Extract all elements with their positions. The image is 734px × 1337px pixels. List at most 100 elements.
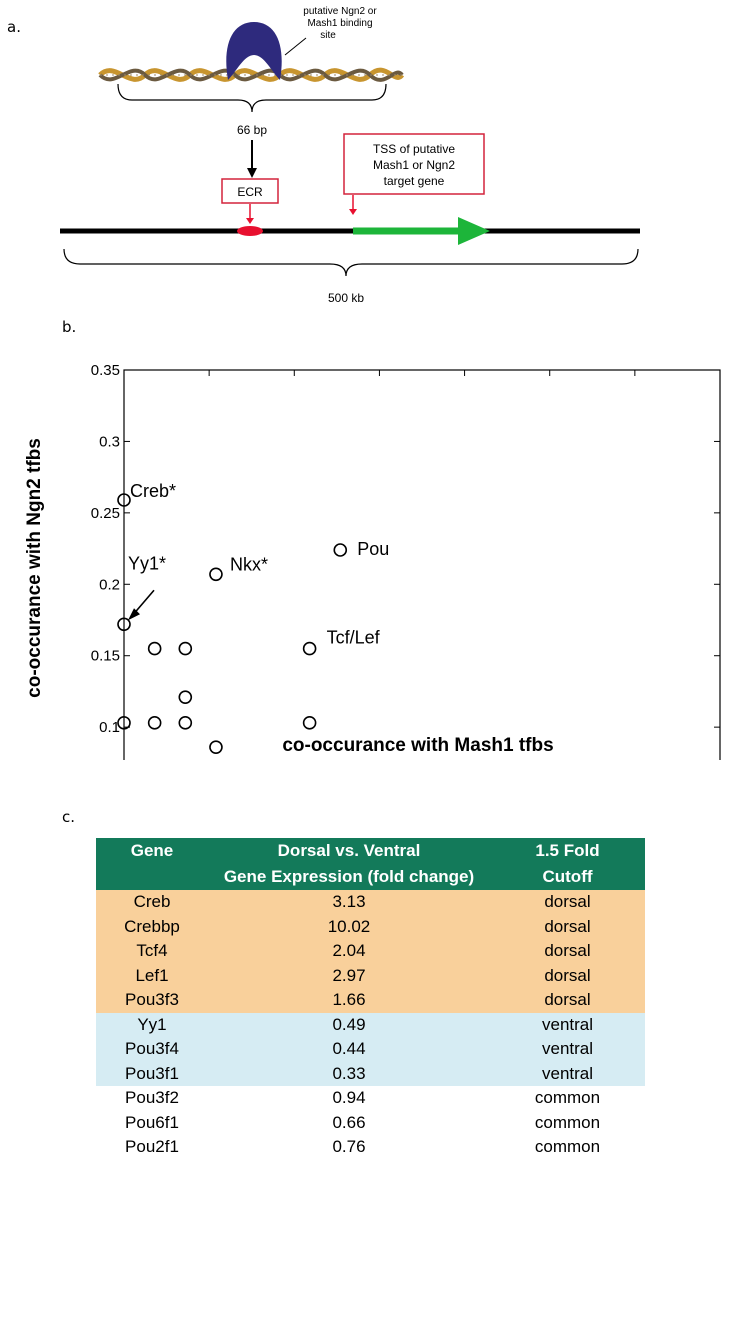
point-labels: Creb* Pou Nkx* Yy1* Tcf/Lef (128, 481, 389, 648)
tss-box (343, 133, 485, 195)
x-axis-ticks: 00.050.10.150.20.250.30.35 (123, 370, 721, 376)
table-row: Pou2f1 0.76 common (96, 1135, 645, 1160)
table-row: Tcf4 2.04 dorsal (96, 939, 645, 964)
ecr-region (237, 226, 263, 236)
svg-text:target gene: target gene (384, 174, 445, 188)
cutoff-cell: ventral (490, 1012, 645, 1037)
svg-text:site: site (320, 30, 336, 41)
cutoff-cell: ventral (490, 1037, 645, 1062)
y-tick-label: 0.35 (91, 362, 120, 379)
fold-change-cell: 0.76 (208, 1135, 490, 1160)
cutoff-cell: dorsal (490, 988, 645, 1013)
tss-label: TSS of putative Mash1 or Ngn2 target gen… (373, 142, 455, 188)
data-point (117, 617, 131, 632)
table-row: Creb 3.13 dorsal (96, 890, 645, 915)
y-axis-label: co-occurance with Ngn2 tfbs (24, 438, 45, 698)
header-gene: Gene (96, 838, 208, 890)
gene-cell: Tcf4 (96, 939, 208, 964)
fold-change-cell: 0.49 (208, 1012, 490, 1037)
gene-cell: Lef1 (96, 963, 208, 988)
cutoff-cell: ventral (490, 1061, 645, 1086)
binding-site-pointer (284, 37, 307, 56)
data-point (302, 716, 317, 730)
fold-change-cell: 0.94 (208, 1086, 490, 1111)
panel-label-b: b. (62, 318, 77, 336)
brace-500kb (63, 248, 639, 277)
fold-change-cell: 0.44 (208, 1037, 490, 1062)
binding-site-label: putative Ngn2 or Mash1 binding site (303, 6, 377, 41)
fold-change-cell: 10.02 (208, 914, 490, 939)
yy1-arrow (128, 589, 155, 621)
data-point (178, 716, 193, 730)
data-point (209, 567, 223, 582)
data-point (117, 493, 131, 507)
header-cutoff: 1.5 Fold Cutoff (490, 838, 645, 890)
data-point (209, 740, 223, 754)
y-tick-label: 0.3 (99, 433, 120, 450)
point-label: Tcf/Lef (327, 628, 381, 648)
data-point (333, 543, 348, 557)
ecr-box (221, 178, 279, 204)
fold-change-cell: 3.13 (208, 890, 490, 915)
table-row: Lef1 2.97 dorsal (96, 963, 645, 988)
span-66bp-label: 66 bp (237, 123, 267, 137)
fold-change-cell: 1.66 (208, 988, 490, 1013)
scatter-chart: 00.050.10.150.20.250.30.35 00.050.10.150… (24, 362, 721, 760)
table-row: Pou3f3 1.66 dorsal (96, 988, 645, 1013)
x-axis-label: co-occurance with Mash1 tfbs (282, 735, 553, 756)
y-tick-label: 0.1 (99, 719, 120, 736)
svg-text:Mash1 binding: Mash1 binding (307, 18, 372, 29)
cutoff-cell: common (490, 1110, 645, 1135)
data-point (117, 716, 131, 730)
fold-change-cell: 0.33 (208, 1061, 490, 1086)
data-point (147, 641, 162, 656)
span-500kb-label: 500 kb (328, 291, 364, 305)
gene-cell: Pou2f1 (96, 1135, 208, 1160)
gene-cell: Crebbp (96, 914, 208, 939)
data-point (147, 716, 162, 730)
point-label: Nkx* (230, 554, 268, 574)
table-row: Crebbp 10.02 dorsal (96, 914, 645, 939)
gene-arrow-icon (458, 217, 490, 245)
table-row: Pou6f1 0.66 common (96, 1110, 645, 1135)
fold-change-cell: 2.97 (208, 963, 490, 988)
data-points (117, 493, 348, 754)
gene-cell: Pou3f4 (96, 1037, 208, 1062)
cutoff-cell: common (490, 1086, 645, 1111)
brace-66bp (117, 83, 387, 113)
expression-table: Gene Dorsal vs. Ventral Gene Expression … (96, 838, 645, 1160)
point-label: Yy1* (128, 553, 166, 573)
data-point (178, 690, 193, 704)
ecr-schematic: putative Ngn2 or Mash1 binding site 66 b… (60, 6, 640, 305)
y-tick-label: 0.15 (91, 648, 120, 665)
table-row: Pou3f4 0.44 ventral (96, 1037, 645, 1062)
point-label: Creb* (130, 481, 176, 501)
cutoff-cell: dorsal (490, 963, 645, 988)
gene-cell: Pou3f1 (96, 1061, 208, 1086)
table-row: Pou3f1 0.33 ventral (96, 1061, 645, 1086)
header-fold-change: Dorsal vs. Ventral Gene Expression (fold… (208, 838, 490, 890)
svg-text:Mash1 or Ngn2: Mash1 or Ngn2 (373, 158, 455, 172)
data-point (302, 641, 317, 656)
cutoff-cell: dorsal (490, 890, 645, 915)
gene-cell: Pou3f3 (96, 988, 208, 1013)
y-tick-label: 0.25 (91, 505, 120, 522)
gene-cell: Yy1 (96, 1012, 208, 1037)
ecr-label: ECR (237, 185, 263, 199)
svg-text:putative Ngn2 or: putative Ngn2 or (303, 6, 377, 17)
dna-helix-icon (98, 67, 405, 82)
y-axis-ticks: 00.050.10.150.20.250.30.35 (91, 362, 720, 736)
cutoff-cell: dorsal (490, 939, 645, 964)
data-point (178, 641, 193, 656)
fold-change-cell: 0.66 (208, 1110, 490, 1135)
gene-cell: Pou6f1 (96, 1110, 208, 1135)
cutoff-cell: dorsal (490, 914, 645, 939)
gene-cell: Creb (96, 890, 208, 915)
svg-text:TSS of putative: TSS of putative (373, 142, 455, 156)
plot-frame (123, 369, 721, 760)
table-row: Yy1 0.49 ventral (96, 1012, 645, 1037)
fold-change-cell: 2.04 (208, 939, 490, 964)
protein-icon (226, 22, 282, 80)
gene-cell: Pou3f2 (96, 1086, 208, 1111)
panel-label-c: c. (62, 808, 76, 826)
